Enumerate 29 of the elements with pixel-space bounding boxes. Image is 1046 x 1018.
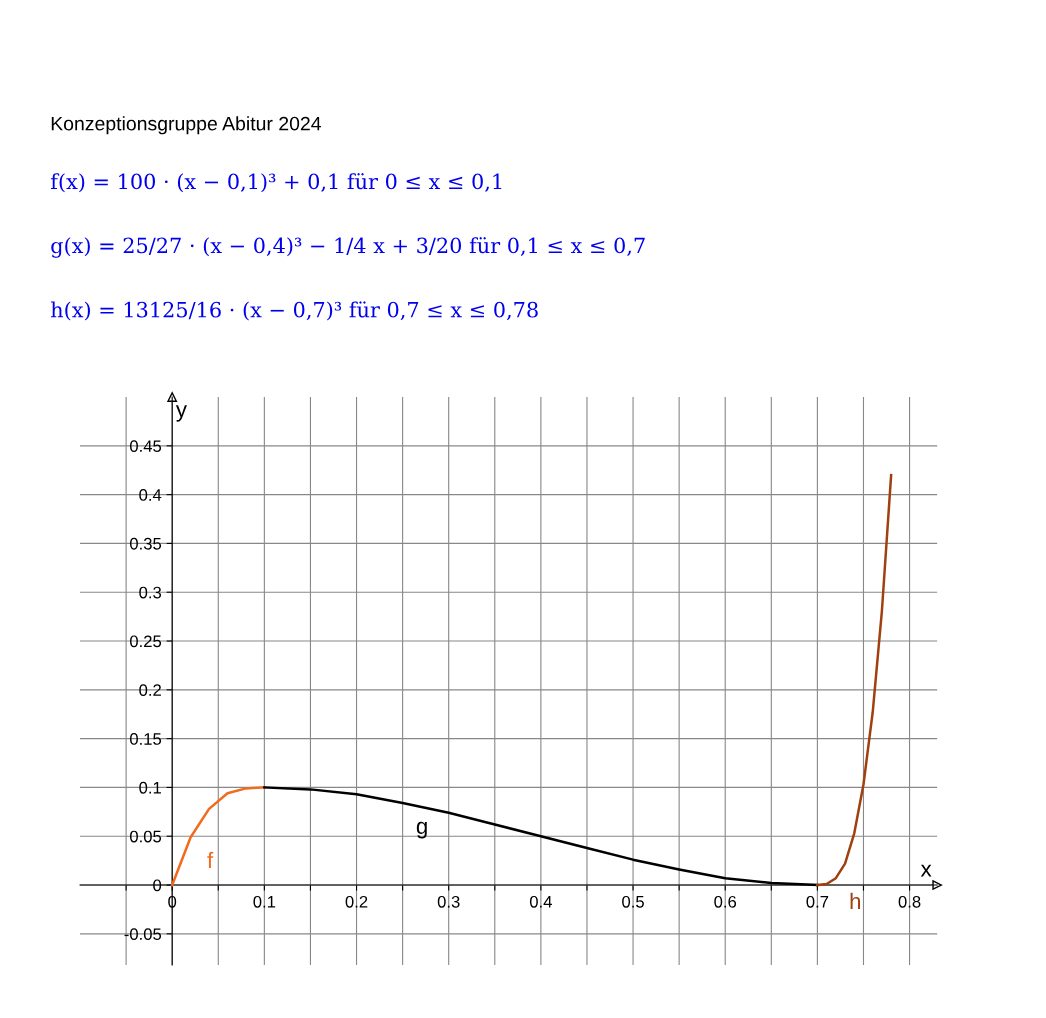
y-tick-label: 0.35 (129, 537, 162, 550)
y-tick-label: 0.05 (129, 830, 162, 843)
x-tick-label: 0.3 (437, 895, 460, 908)
y-tick-label: 0.25 (129, 635, 162, 648)
y-tick-label: 0.15 (129, 733, 162, 745)
y-tick-label: 0.4 (139, 489, 162, 501)
y-tick-label: 0.1 (139, 781, 161, 794)
line-series (816, 473, 893, 887)
y-tick-label: 0.3 (139, 586, 162, 599)
y-tick-label: 0.45 (129, 440, 162, 453)
series-label: g (416, 821, 427, 839)
y-tick-label: -0.05 (124, 928, 162, 941)
x-tick-label: 0.7 (806, 895, 829, 908)
x-tick-label: 0.1 (253, 895, 276, 908)
y-axis-title: y (175, 405, 187, 422)
text: f(x) = 100 · (x − 0,1)³ + 0,1 für 0 ≤ x ≤ 0,1 (50, 173, 502, 193)
x-axis-title: x (920, 864, 932, 877)
x-tick-label: 0.8 (898, 895, 921, 908)
y-tick-label: 0.2 (139, 684, 161, 697)
text: h(x) = 13125/16 · (x − 0,7)³ für 0,7 ≤ x ≤ 0,78 (50, 301, 538, 321)
series-label: h (850, 892, 861, 909)
text: g(x) = 25/27 · (x − 0,4)³ − 1/4 x + 3/20 für 0,1 ≤ x ≤ 0,7 (51, 237, 645, 258)
chart-title: Konzeptionsgruppe Abitur 2024 (51, 116, 321, 135)
x-tick-label: 0.4 (529, 895, 552, 908)
x-tick-label: 0.5 (622, 895, 644, 908)
x-tick-label: 0.2 (345, 895, 368, 908)
line-series (170, 786, 266, 887)
x-tick-label: 0.6 (714, 895, 737, 908)
series-label: f (207, 851, 214, 868)
